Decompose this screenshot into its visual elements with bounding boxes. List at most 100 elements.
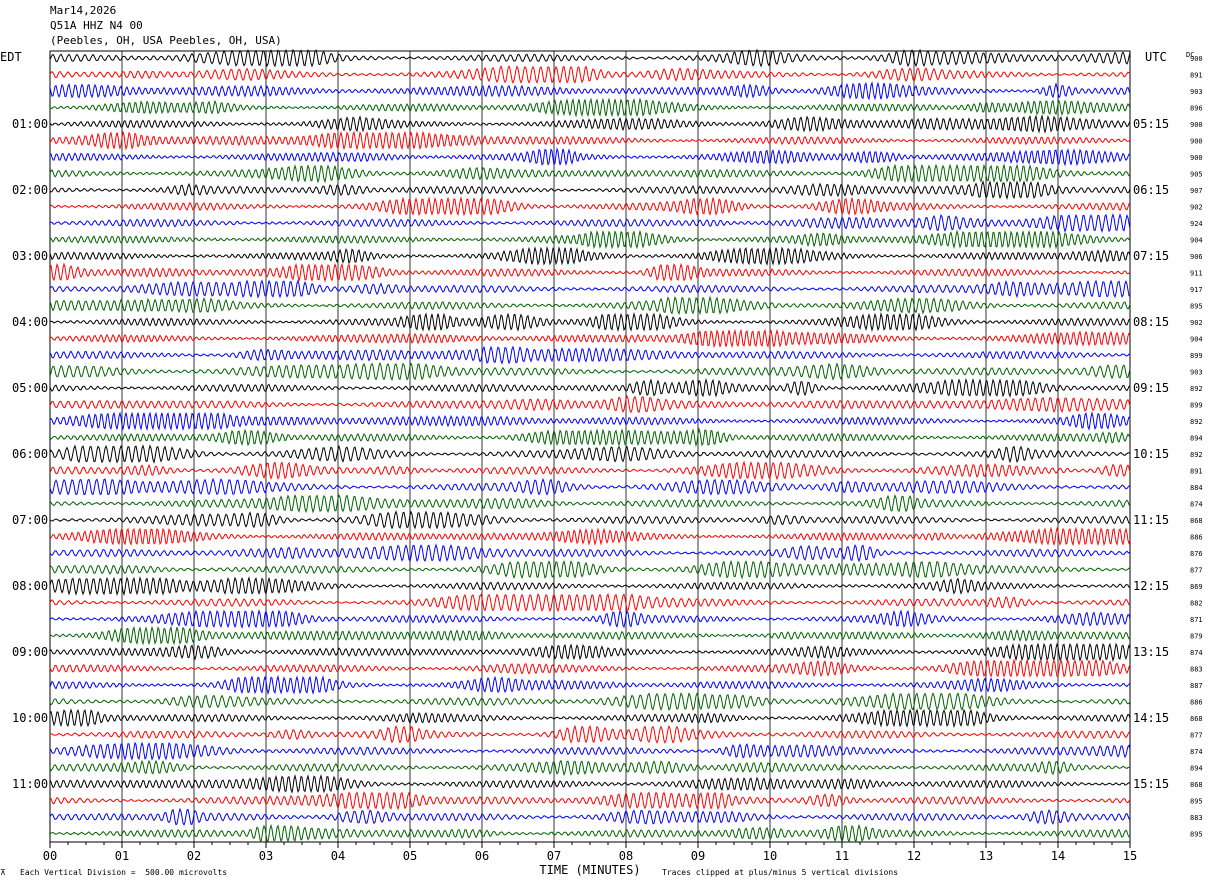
x-tick-label: 05 <box>403 849 417 863</box>
seismic-trace <box>49 377 1131 398</box>
left-hour-label: 06:00 <box>12 447 48 461</box>
right-hour-label: 06:15 <box>1133 183 1169 197</box>
x-tick-label: 06 <box>475 849 489 863</box>
dc-offset-label: 895 <box>1190 798 1203 806</box>
scale-icon: ⊼ <box>0 868 6 877</box>
seismic-trace <box>49 196 1131 217</box>
seismic-trace <box>49 411 1131 432</box>
clip-note: Traces clipped at plus/minus 5 vertical … <box>662 868 899 877</box>
seismic-trace <box>49 444 1131 464</box>
seismic-trace <box>49 114 1131 134</box>
dc-offset-label: 869 <box>1190 583 1203 591</box>
dc-offset-label: 877 <box>1190 732 1203 740</box>
dc-offset-label: 891 <box>1190 468 1203 476</box>
seismic-trace <box>49 81 1131 101</box>
x-tick-label: 01 <box>115 849 129 863</box>
dc-offset-label: 911 <box>1190 270 1203 278</box>
dc-offset-label: 884 <box>1190 484 1203 492</box>
dc-offset-label: 899 <box>1190 402 1203 410</box>
x-tick-label: 03 <box>259 849 273 863</box>
dc-offset-label: 905 <box>1190 171 1203 179</box>
seismic-trace <box>49 229 1131 250</box>
seismic-trace <box>49 97 1131 118</box>
dc-offset-label: 903 <box>1190 88 1203 96</box>
seismic-trace <box>49 708 1131 729</box>
dc-offset-label: 886 <box>1190 534 1203 542</box>
seismic-trace <box>49 559 1131 580</box>
dc-offset-label: 902 <box>1190 204 1203 212</box>
seismic-trace <box>49 64 1131 85</box>
seismic-trace <box>49 130 1131 151</box>
x-tick-label: 02 <box>187 849 201 863</box>
x-tick-label: 10 <box>763 849 777 863</box>
dc-offset-label: 900 <box>1190 154 1203 162</box>
x-tick-label: 04 <box>331 849 345 863</box>
x-tick-label: 09 <box>691 849 705 863</box>
vertical-division-note: Each Vertical Division = 500.00 microvol… <box>20 868 228 877</box>
x-axis-label: TIME (MINUTES) <box>539 863 640 877</box>
seismic-trace <box>49 543 1131 563</box>
seismic-trace <box>49 213 1131 233</box>
right-hour-label: 13:15 <box>1133 645 1169 659</box>
dc-offset-label: 902 <box>1190 319 1203 327</box>
x-tick-label: 12 <box>907 849 921 863</box>
left-hour-label: 10:00 <box>12 711 48 725</box>
seismic-trace <box>49 510 1131 530</box>
right-hour-label: 12:15 <box>1133 579 1169 593</box>
dc-offset-label: 883 <box>1190 666 1203 674</box>
seismic-trace <box>49 311 1131 333</box>
dc-offset-label: 894 <box>1190 435 1203 443</box>
location-label: (Peebles, OH, USA Peebles, OH, USA) <box>50 34 282 47</box>
dc-offset-label: 882 <box>1190 600 1203 608</box>
dc-offset-label: 900 <box>1190 55 1203 63</box>
dc-offset-label: 879 <box>1190 633 1203 641</box>
x-tick-label: 08 <box>619 849 633 863</box>
x-tick-label: 00 <box>43 849 57 863</box>
left-hour-label: 11:00 <box>12 777 48 791</box>
seismic-trace <box>49 741 1131 761</box>
dc-offset-label: 907 <box>1190 187 1203 195</box>
dc-offset-label: 874 <box>1190 649 1203 657</box>
seismic-trace <box>49 526 1131 547</box>
dc-offset-label: 892 <box>1190 385 1203 393</box>
dc-offset-label: 891 <box>1190 72 1203 80</box>
right-hour-label: 05:15 <box>1133 117 1169 131</box>
seismic-trace <box>49 477 1131 496</box>
dc-offset-label: 892 <box>1190 418 1203 426</box>
dc-offset-label: 886 <box>1190 699 1203 707</box>
dc-offset-label: 904 <box>1190 336 1203 344</box>
x-tick-label: 15 <box>1123 849 1137 863</box>
right-hour-label: 15:15 <box>1133 777 1169 791</box>
seismic-trace <box>49 592 1131 613</box>
date-label: Mar14,2026 <box>50 4 117 17</box>
left-hour-label: 03:00 <box>12 249 48 263</box>
left-hour-label: 02:00 <box>12 183 48 197</box>
left-hour-label: 01:00 <box>12 117 48 131</box>
right-hour-label: 10:15 <box>1133 447 1169 461</box>
dc-offset-label: 906 <box>1190 253 1203 261</box>
dc-offset-label: 895 <box>1190 303 1203 311</box>
dc-offset-label: 895 <box>1190 831 1203 839</box>
seismic-trace <box>49 427 1131 448</box>
right-hour-label: 14:15 <box>1133 711 1169 725</box>
seismic-trace <box>49 48 1131 68</box>
dc-header-label: DC <box>1186 51 1194 59</box>
seismic-trace <box>49 773 1131 794</box>
dc-offset-label: 871 <box>1190 616 1203 624</box>
dc-offset-label: 868 <box>1190 781 1203 789</box>
seismic-trace <box>49 328 1131 349</box>
seismic-trace <box>49 642 1131 663</box>
seismic-trace <box>49 262 1131 283</box>
dc-offset-label: 917 <box>1190 286 1203 294</box>
right-hour-label: 09:15 <box>1133 381 1169 395</box>
dc-offset-label: 868 <box>1190 517 1203 525</box>
left-hour-label: 05:00 <box>12 381 48 395</box>
seismic-trace <box>49 147 1131 167</box>
station-label: Q51A HHZ N4 00 <box>50 19 143 32</box>
left-hour-label: 08:00 <box>12 579 48 593</box>
seismic-trace <box>49 691 1131 712</box>
seismic-trace <box>49 460 1131 481</box>
seismic-trace <box>49 394 1131 414</box>
seismic-trace <box>49 791 1131 811</box>
